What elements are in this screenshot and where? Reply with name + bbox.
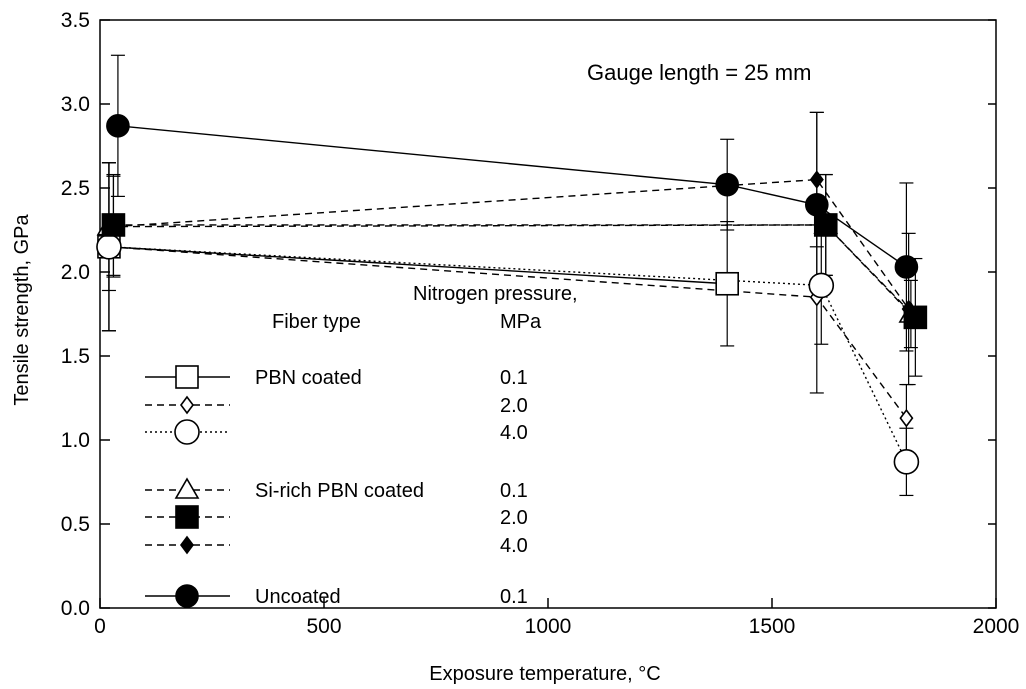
gauge-length-annotation: Gauge length = 25 mm — [587, 60, 811, 85]
series-line — [117, 125, 907, 268]
y-tick-label: 1.5 — [61, 345, 90, 368]
y-axis-title: Tensile strength, GPa — [11, 214, 33, 406]
legend-fiber-label: PBN coated — [255, 367, 362, 389]
open-triangle-marker — [174, 477, 200, 499]
legend-pressure-header-2: MPa — [500, 311, 542, 333]
plot-frame — [99, 19, 997, 609]
legend-pressure-label: 0.1 — [500, 586, 528, 608]
legend-pressure-label: 4.0 — [500, 535, 528, 557]
x-tick-label: 1500 — [749, 615, 796, 638]
open-square-marker — [715, 271, 740, 296]
legend-pressure-label: 4.0 — [500, 422, 528, 444]
filled-diamond-marker — [809, 170, 824, 189]
open-circle-marker — [96, 234, 122, 260]
filled-square-marker — [101, 213, 126, 237]
x-tick-label: 2000 — [973, 615, 1020, 638]
filled-square-marker — [903, 305, 928, 330]
filled-diamond-marker — [180, 535, 194, 555]
legend-pressure-header-1: Nitrogen pressure, — [413, 283, 578, 305]
y-tick-label: 3.5 — [61, 9, 90, 32]
open-diamond-marker — [180, 395, 194, 415]
legend-fiber-label: Uncoated — [255, 586, 341, 608]
legend-pressure-label: 0.1 — [500, 480, 528, 502]
y-tick-label: 0.5 — [61, 513, 90, 536]
open-circle-marker — [893, 449, 920, 475]
filled-circle-marker — [804, 193, 829, 217]
legend: Fiber type Nitrogen pressure, MPa PBN coate… — [145, 283, 578, 608]
y-tick-label: 2.5 — [61, 177, 90, 200]
legend-pressure-label: 2.0 — [500, 507, 528, 529]
legend-pressure-label: 0.1 — [500, 367, 528, 389]
series-line — [113, 178, 910, 310]
y-tick-label: 3.0 — [61, 93, 90, 116]
filled-circle-marker — [106, 114, 130, 138]
legend-fiber-label: Si-rich PBN coated — [255, 480, 424, 502]
series-line — [108, 246, 728, 285]
open-circle-marker — [808, 272, 835, 299]
data-markers — [96, 114, 928, 475]
x-axis-title: Exposure temperature, °C — [429, 663, 660, 685]
x-tick-label: 1000 — [525, 615, 572, 638]
filled-circle-marker — [715, 172, 740, 197]
filled-square-marker — [813, 213, 838, 237]
y-tick-label: 1.0 — [61, 429, 90, 452]
filled-square-marker — [175, 505, 199, 529]
y-tick-label: 0.0 — [61, 597, 90, 620]
x-tick-label: 500 — [306, 615, 341, 638]
open-circle-marker — [174, 419, 200, 445]
x-tick-label: 0 — [94, 615, 106, 638]
open-square-marker — [175, 365, 199, 389]
filled-circle-marker — [175, 584, 199, 608]
legend-fiber-header: Fiber type — [272, 311, 361, 333]
legend-pressure-label: 2.0 — [500, 395, 528, 417]
open-diamond-marker — [899, 408, 914, 428]
filled-circle-marker — [894, 255, 919, 279]
axis-ticks: 0 500 1000 1500 2000 0.0 0.5 1.0 1.5 2.0 2.5 3.0 3.5 — [61, 9, 1020, 638]
y-tick-label: 2.0 — [61, 261, 90, 284]
